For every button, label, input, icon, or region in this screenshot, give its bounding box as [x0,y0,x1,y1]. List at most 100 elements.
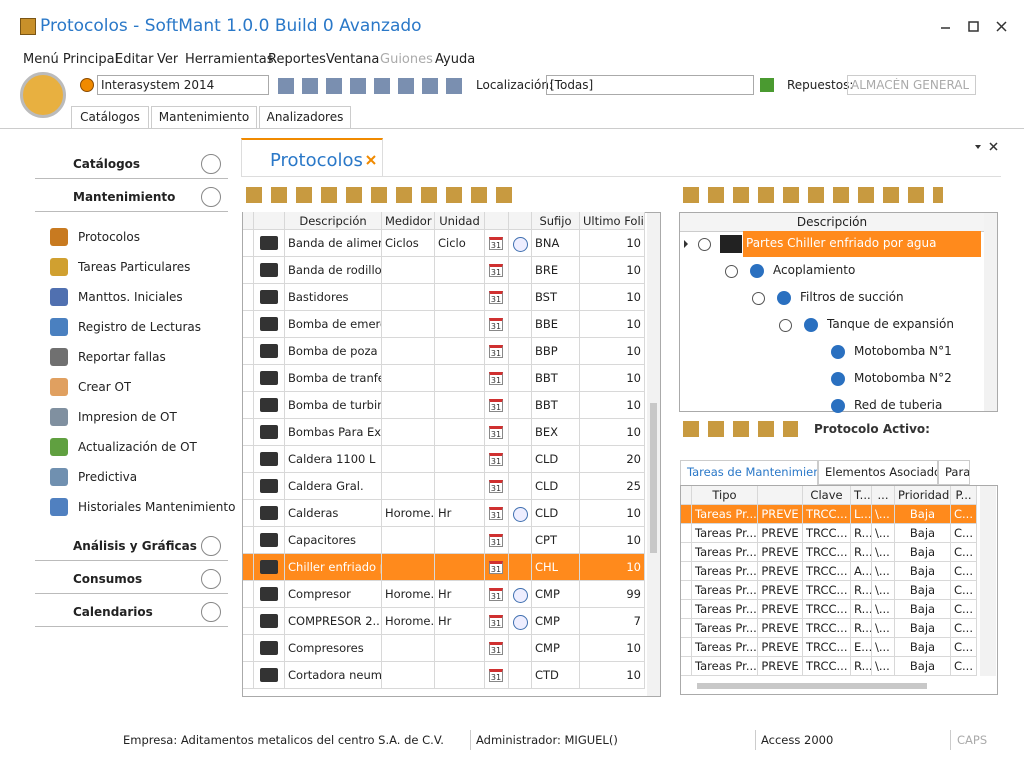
grid-cell[interactable]: R... [851,543,872,562]
grid-cell[interactable] [382,338,435,365]
row-header[interactable] [243,392,254,419]
sidebar-section[interactable]: Calendarios [73,605,153,619]
grid-cell[interactable]: CMP [532,635,580,662]
grid-cell[interactable]: 10 [580,392,645,419]
grid-cell[interactable]: R... [851,600,872,619]
row-header[interactable] [243,527,254,554]
grid-cell[interactable]: Hr [435,608,485,635]
tree-label[interactable]: Tanque de expansión [827,317,954,331]
grid-cell[interactable]: BRE [532,257,580,284]
grid-cell[interactable]: Bastidores [285,284,382,311]
sidebar-section[interactable]: Mantenimiento [73,190,176,204]
grid-cell[interactable]: Horome... [382,500,435,527]
grid-cell[interactable] [382,527,435,554]
tree-expander[interactable] [725,265,738,278]
grid-cell[interactable]: Tareas Pr... [692,619,758,638]
grid-cell[interactable]: BNA [532,230,580,257]
grid-cell[interactable]: BBT [532,392,580,419]
sidebar-section[interactable]: Análisis y Gráficas [73,539,197,553]
grid-cell[interactable]: Bomba de tranfer... [285,365,382,392]
sidebar-section[interactable]: Consumos [73,572,143,586]
grid-cell[interactable] [435,527,485,554]
grid-header-cell[interactable]: Medidor [382,212,435,230]
grid-cell[interactable]: PREVE [758,543,803,562]
grid-header-cell[interactable]: Ultimo Folio [580,212,645,230]
row-header[interactable] [243,230,254,257]
row-header[interactable] [681,543,692,562]
tree-label[interactable]: Partes Chiller enfriado por agua [746,236,937,250]
tree-label[interactable]: Motobomba N°1 [854,344,952,358]
row-header[interactable] [681,562,692,581]
grid-cell[interactable]: C... [951,524,977,543]
grid-cell[interactable]: Calderas [285,500,382,527]
grid-cell[interactable]: PREVE [758,505,803,524]
grid-cell[interactable] [435,338,485,365]
grid-cell[interactable]: Capacitores [285,527,382,554]
grid-cell[interactable] [382,392,435,419]
grid-cell[interactable]: TRCC... [803,505,851,524]
tree-label[interactable]: Motobomba N°2 [854,371,952,385]
sidebar-item[interactable]: Registro de Lecturas [78,320,202,334]
grid-cell[interactable]: R... [851,524,872,543]
grid-cell[interactable]: C... [951,638,977,657]
grid-cell[interactable] [435,635,485,662]
sidebar-item[interactable]: Manttos. Iniciales [78,290,183,304]
grid-cell[interactable]: 10 [580,365,645,392]
grid-cell[interactable]: Cortadora neuma... [285,662,382,689]
tree-label[interactable]: Acoplamiento [773,263,856,277]
grid-cell[interactable] [435,473,485,500]
row-header[interactable] [681,524,692,543]
grid-cell[interactable]: \... [872,600,895,619]
sidebar-item[interactable]: Tareas Particulares [78,260,191,274]
grid-cell[interactable]: CLD [532,500,580,527]
grid-cell[interactable]: BST [532,284,580,311]
grid-cell[interactable]: PREVE [758,581,803,600]
grid-cell[interactable]: Tareas Pr... [692,505,758,524]
grid-cell[interactable]: Baja [895,562,951,581]
row-header[interactable] [243,419,254,446]
grid-cell[interactable]: E... [851,638,872,657]
row-header[interactable] [243,311,254,338]
grid-cell[interactable]: CTD [532,662,580,689]
grid-cell[interactable]: Baja [895,581,951,600]
grid-cell[interactable]: \... [872,562,895,581]
row-header[interactable] [243,446,254,473]
grid-cell[interactable]: Caldera 1100 L [285,446,382,473]
tree-header[interactable]: Descripción [680,213,984,232]
menu-item[interactable]: Editar [115,52,154,67]
section-toggle[interactable] [201,187,221,207]
task-hscroll[interactable] [697,683,927,689]
grid-header-cell[interactable]: Tipo [692,486,758,505]
toolbar-icons[interactable] [278,78,466,94]
grid-header-cell[interactable]: T... [851,486,872,505]
grid-cell[interactable]: 10 [580,635,645,662]
location-combo[interactable]: [Todas] [546,75,754,95]
grid-cell[interactable]: BBT [532,365,580,392]
grid-cell[interactable] [435,419,485,446]
grid-cell[interactable]: Horome... [382,608,435,635]
grid-cell[interactable]: CHL [532,554,580,581]
ribbon-tab[interactable]: Catálogos [71,106,149,128]
sidebar-section[interactable]: Catálogos [73,157,141,171]
grid-cell[interactable] [382,311,435,338]
row-header[interactable] [243,284,254,311]
grid-cell[interactable]: Tareas Pr... [692,524,758,543]
grid-cell[interactable]: Baja [895,543,951,562]
grid-cell[interactable]: C... [951,657,977,676]
detail-tab[interactable]: Tareas de Mantenimiento [680,460,818,485]
grid-cell[interactable]: Tareas Pr... [692,657,758,676]
grid-cell[interactable]: Chiller enfriado p... [285,554,382,581]
grid-cell[interactable] [435,392,485,419]
grid-cell[interactable]: C... [951,600,977,619]
row-header[interactable] [243,554,254,581]
grid-scrollbar[interactable] [647,213,660,696]
parts-toolbar[interactable] [683,421,798,437]
section-toggle[interactable] [201,154,221,174]
menu-item[interactable]: Guiones [380,52,433,67]
grid-cell[interactable]: \... [872,543,895,562]
sidebar-item[interactable]: Historiales Mantenimiento [78,500,236,514]
grid-cell[interactable]: 10 [580,338,645,365]
grid-cell[interactable]: 99 [580,581,645,608]
grid-cell[interactable]: Bombas Para Ext... [285,419,382,446]
row-header[interactable] [243,662,254,689]
